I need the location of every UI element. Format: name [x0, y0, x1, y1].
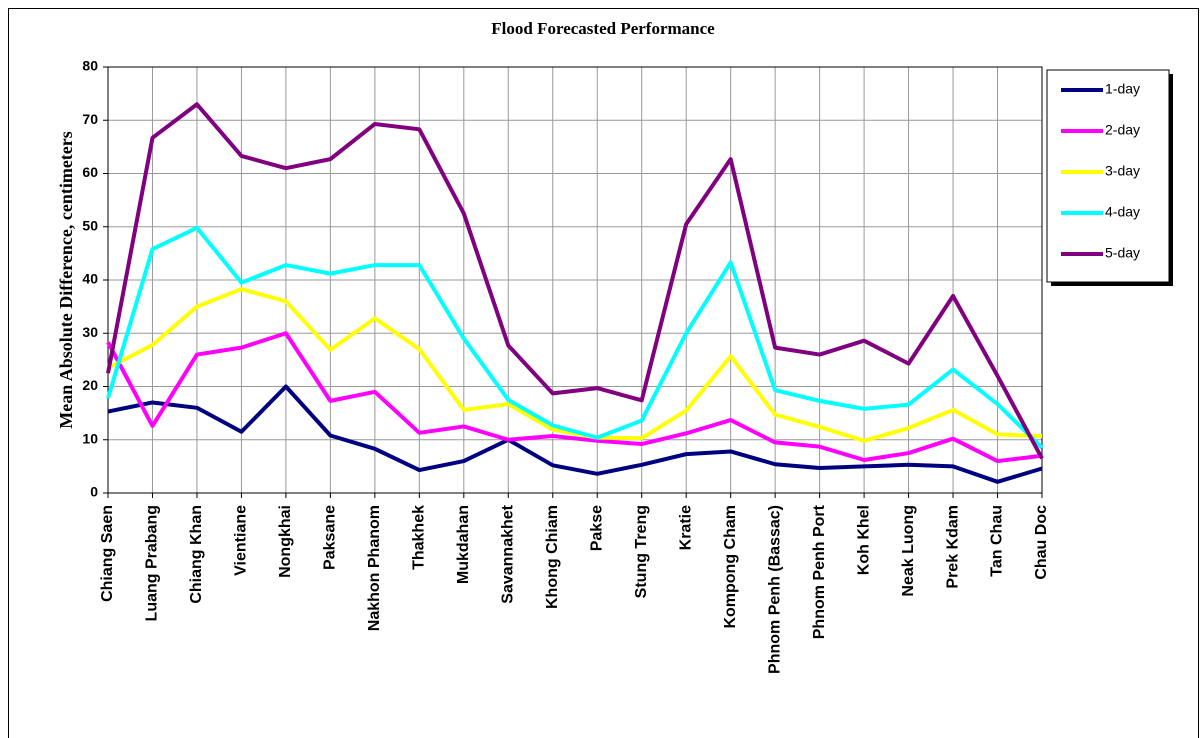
x-tick-label: Paksane: [322, 505, 339, 570]
x-tick-label: Nakhon Phanom: [366, 505, 383, 631]
y-tick-label: 40: [82, 271, 98, 287]
x-tick-label: Luang Prabang: [144, 505, 161, 621]
x-tick-label: Chiang Khan: [188, 505, 205, 604]
series-line: [106, 225, 1044, 450]
x-tick-label: Khong Chiam: [544, 505, 561, 609]
x-tick-label: Tan Chau: [989, 505, 1006, 577]
y-tick-label: 50: [82, 217, 98, 233]
series-line: [106, 331, 1043, 464]
x-tick-label: Chau Doc: [1033, 505, 1050, 580]
x-tick-label: Phnom Penh (Bassac): [766, 505, 783, 674]
x-tick-label: Chiang Saen: [99, 505, 116, 602]
y-tick-label: 10: [82, 430, 98, 446]
x-tick-label: Prek Kdam: [944, 505, 961, 589]
series-line: [107, 384, 1043, 484]
x-tick-label: Phnom Penh Port: [811, 504, 828, 639]
x-tick-label: Pakse: [588, 505, 605, 551]
chart-title: Flood Forecasted Performance: [491, 19, 715, 38]
plot-border: [107, 66, 1043, 494]
legend-label: 4-day: [1105, 204, 1140, 220]
y-tick-label: 60: [82, 164, 98, 180]
x-tick-label: Kompong Cham: [722, 505, 739, 629]
legend: [1046, 69, 1170, 283]
y-tick-label: 80: [82, 58, 98, 74]
legend-label: 3-day: [1105, 163, 1140, 179]
x-tick-label: Thakhek: [411, 505, 428, 570]
y-tick-label: 70: [82, 111, 98, 127]
legend-label: 5-day: [1105, 245, 1140, 261]
series-line: [106, 102, 1044, 460]
y-tick-label: 30: [82, 324, 98, 340]
legend-label: 2-day: [1105, 122, 1140, 138]
x-tick-label: Stung Treng: [633, 505, 650, 598]
x-tick-label: Savannakhet: [500, 504, 517, 603]
x-tick-label: Neak Luong: [900, 505, 917, 597]
x-tick-label: Mukdahan: [455, 505, 472, 584]
x-tick-label: Kratie: [677, 505, 694, 550]
legend-label: 1-day: [1105, 81, 1140, 97]
y-axis-label: Mean Absolute Difference, centimeters: [56, 131, 76, 429]
x-tick-label: Nongkhai: [277, 505, 294, 578]
x-tick-label: Vientiane: [233, 505, 250, 576]
y-tick-label: 20: [82, 377, 98, 393]
y-tick-label: 0: [90, 484, 98, 500]
series-line: [107, 287, 1043, 443]
x-tick-label: Koh Khel: [855, 505, 872, 575]
